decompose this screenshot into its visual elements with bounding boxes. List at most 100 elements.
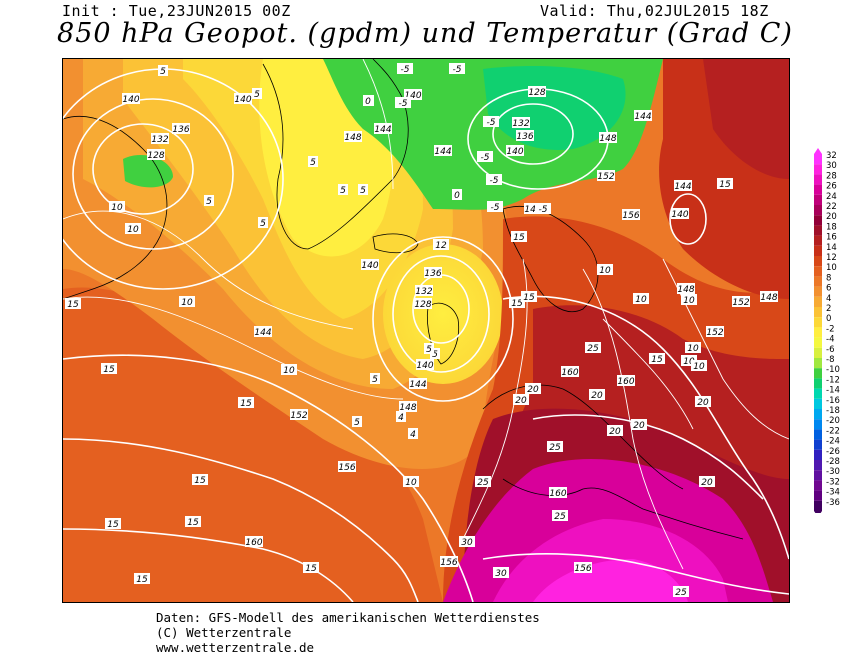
svg-text:10: 10 bbox=[181, 298, 193, 308]
geopotential-label: 140 bbox=[404, 89, 422, 101]
svg-text:140: 140 bbox=[234, 95, 251, 105]
svg-text:136: 136 bbox=[172, 125, 189, 135]
temperature-label: 5 bbox=[352, 416, 362, 428]
svg-text:10: 10 bbox=[111, 203, 123, 213]
svg-text:156: 156 bbox=[622, 211, 639, 221]
svg-text:15: 15 bbox=[719, 180, 731, 190]
legend-label: -8 bbox=[826, 355, 834, 365]
geopotential-label: 148 bbox=[399, 401, 417, 413]
weather-map: 140 136 132 128 140 144 148 140 144 128 132 136 140 1… bbox=[62, 58, 790, 603]
legend-label: 20 bbox=[826, 212, 837, 222]
legend-swatch bbox=[814, 449, 822, 460]
cutoff-low-cold-pool bbox=[383, 244, 503, 384]
legend-label: -2 bbox=[826, 324, 834, 334]
temperature-label: 15 bbox=[192, 474, 208, 486]
legend-max-arrow bbox=[814, 148, 822, 154]
geopotential-labels: 140 136 132 128 140 144 148 140 144 128 132 136 140 1… bbox=[122, 86, 778, 574]
geopotential-label: 160 bbox=[561, 366, 579, 378]
temperature-contours bbox=[63, 59, 789, 570]
svg-text:148: 148 bbox=[677, 285, 694, 295]
svg-text:-5: -5 bbox=[399, 99, 408, 109]
legend-label: -22 bbox=[826, 426, 840, 436]
website-url: www.wetterzentrale.de bbox=[156, 640, 315, 655]
temperature-label: 5 bbox=[158, 65, 168, 77]
legend-swatch bbox=[814, 174, 822, 185]
svg-text:128: 128 bbox=[414, 300, 431, 310]
temperature-label: 10 bbox=[681, 294, 697, 306]
legend-swatch bbox=[814, 154, 822, 165]
temperature-label: -5 bbox=[449, 63, 465, 75]
legend-swatch bbox=[814, 439, 822, 450]
geopotential-label: 128 bbox=[414, 298, 432, 310]
temperature-label: 0 bbox=[363, 95, 373, 107]
svg-text:15: 15 bbox=[67, 300, 79, 310]
temperature-label: 25 bbox=[552, 510, 568, 522]
temp-contour-15-front bbox=[462, 258, 528, 540]
temperature-label: 15 bbox=[105, 518, 121, 530]
legend-label: 10 bbox=[826, 263, 837, 273]
legend-min-arrow bbox=[814, 511, 822, 513]
geopotential-label: 156 bbox=[440, 556, 458, 568]
svg-text:-5: -5 bbox=[539, 205, 548, 215]
temperature-label: 10 bbox=[125, 223, 141, 235]
geopot-contour-156-south bbox=[482, 552, 789, 595]
svg-text:15: 15 bbox=[103, 365, 115, 375]
geopotential-label: 156 bbox=[574, 562, 592, 574]
svg-text:10: 10 bbox=[127, 225, 139, 235]
legend-label: -18 bbox=[826, 406, 840, 416]
geopotential-label: 156 bbox=[338, 461, 356, 473]
svg-text:20: 20 bbox=[701, 478, 713, 488]
svg-text:15: 15 bbox=[194, 476, 206, 486]
extreme-heat-core bbox=[533, 559, 688, 602]
chart-title: 850 hPa Geopot. (gpdm) und Temperatur (G… bbox=[57, 18, 793, 49]
svg-text:15: 15 bbox=[305, 564, 317, 574]
temperature-label: 10 bbox=[681, 355, 697, 367]
legend-swatch bbox=[814, 378, 822, 389]
svg-text:-5: -5 bbox=[487, 118, 496, 128]
temperature-label: 15 bbox=[649, 353, 665, 365]
svg-text:0: 0 bbox=[365, 97, 371, 107]
temperature-label: 15 bbox=[185, 516, 201, 528]
legend-label: 6 bbox=[826, 284, 831, 294]
svg-text:15: 15 bbox=[240, 399, 252, 409]
legend-swatch bbox=[814, 215, 822, 226]
temperature-label: 10 bbox=[109, 201, 125, 213]
svg-text:20: 20 bbox=[609, 427, 621, 437]
svg-text:5: 5 bbox=[360, 186, 366, 196]
temperature-label: -5 bbox=[486, 174, 502, 186]
svg-text:20: 20 bbox=[633, 421, 645, 431]
temp-contour-15 bbox=[63, 296, 404, 400]
svg-text:152: 152 bbox=[597, 172, 614, 182]
geopot-contour-160 bbox=[63, 528, 354, 602]
svg-text:5: 5 bbox=[432, 350, 438, 360]
geopotential-label: 152 bbox=[706, 326, 724, 338]
legend-swatch bbox=[814, 327, 822, 338]
svg-text:140: 140 bbox=[416, 361, 433, 371]
svg-text:15: 15 bbox=[107, 520, 119, 530]
legend-label: 8 bbox=[826, 273, 831, 283]
geopot-contour-low3 bbox=[372, 236, 514, 402]
legend-label: 0 bbox=[826, 314, 831, 324]
legend-swatch bbox=[814, 266, 822, 277]
geopotential-label: 136 bbox=[516, 130, 534, 142]
legend-label: -4 bbox=[826, 335, 834, 345]
temperature-label: 20 bbox=[631, 419, 647, 431]
temperature-label: 15 bbox=[717, 178, 733, 190]
svg-text:5: 5 bbox=[206, 197, 212, 207]
legend-swatch bbox=[814, 205, 822, 216]
temperature-label: 30 bbox=[493, 567, 509, 579]
geopotential-label: 144 bbox=[434, 145, 452, 157]
temperature-label: 5 bbox=[338, 184, 348, 196]
legend-swatches bbox=[814, 148, 822, 513]
legend-swatch bbox=[814, 419, 822, 430]
legend-label: 12 bbox=[826, 253, 837, 263]
legend-label: -6 bbox=[826, 345, 834, 355]
legend-swatch bbox=[814, 317, 822, 328]
temperature-label: 10 bbox=[685, 342, 701, 354]
svg-text:156: 156 bbox=[574, 564, 591, 574]
svg-text:5: 5 bbox=[372, 375, 378, 385]
temperature-label: 5 bbox=[204, 195, 214, 207]
legend-label: 26 bbox=[826, 182, 837, 192]
svg-text:160: 160 bbox=[245, 538, 262, 548]
svg-text:156: 156 bbox=[440, 558, 457, 568]
